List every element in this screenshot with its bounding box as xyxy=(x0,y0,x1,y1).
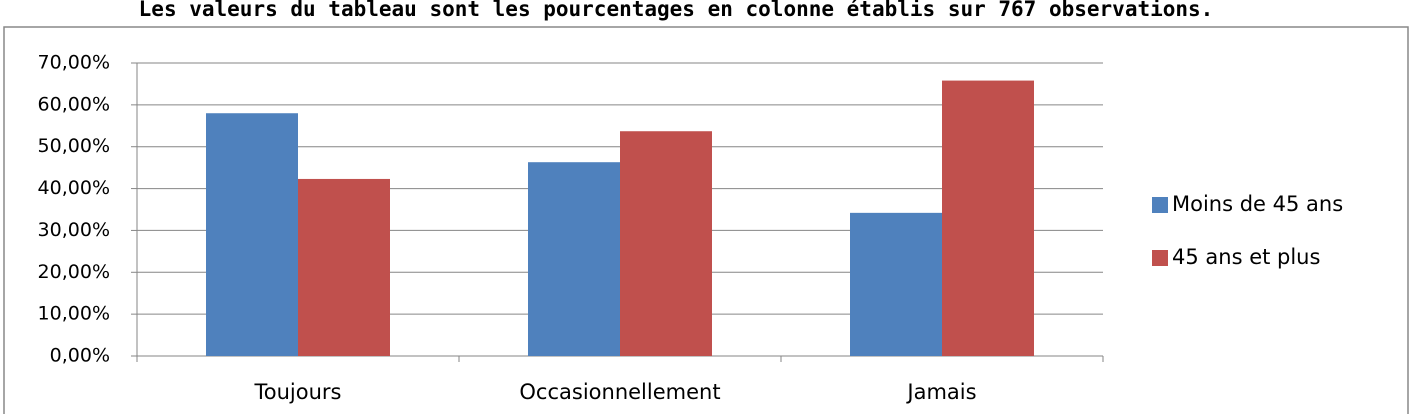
chart-title: Les valeurs du tableau sont les pourcent… xyxy=(139,0,1214,21)
legend-label: Moins de 45 ans xyxy=(1172,192,1343,216)
y-tick-label: 10,00% xyxy=(38,303,110,325)
bar xyxy=(942,80,1034,356)
y-tick-label: 40,00% xyxy=(38,177,110,199)
legend-swatch xyxy=(1152,197,1168,213)
bar xyxy=(850,212,942,356)
legend-swatch xyxy=(1152,250,1168,266)
x-tick-label: Occasionnellement xyxy=(519,380,720,404)
y-tick-label: 20,00% xyxy=(38,261,110,283)
bar xyxy=(528,162,620,356)
x-tick-label: Jamais xyxy=(905,380,976,404)
y-tick-label: 70,00% xyxy=(38,52,110,74)
x-tick-label: Toujours xyxy=(254,380,342,404)
legend-label: 45 ans et plus xyxy=(1172,245,1320,269)
bar xyxy=(206,113,298,356)
y-tick-label: 50,00% xyxy=(38,135,110,157)
bar xyxy=(298,178,390,356)
y-tick-label: 30,00% xyxy=(38,219,110,241)
bar xyxy=(620,131,712,356)
y-tick-label: 0,00% xyxy=(50,345,110,367)
y-tick-label: 60,00% xyxy=(38,93,110,115)
